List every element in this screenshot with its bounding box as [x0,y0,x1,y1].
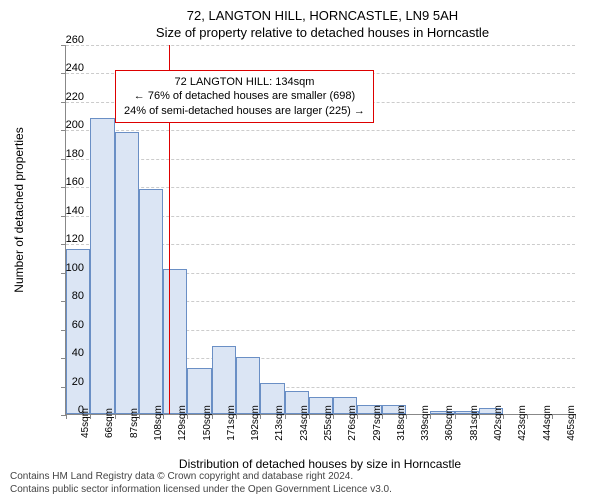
y-tick-label: 200 [66,119,84,131]
x-tick-label: 66sqm [104,408,115,438]
x-tick-label: 423sqm [517,405,528,441]
y-tick-label: 180 [66,148,84,160]
chart-container: 72, LANGTON HILL, HORNCASTLE, LN9 5AH Si… [0,0,600,500]
y-tick-label: 220 [66,91,84,103]
histogram-bar [163,269,187,414]
info-box: 72 LANGTON HILL: 134sqm← 76% of detached… [115,70,374,123]
y-tick-label: 100 [66,262,84,274]
x-tick-label: 234sqm [299,405,310,441]
x-tick-label: 108sqm [153,405,164,441]
y-tick-label: 140 [66,205,84,217]
y-tick-label: 60 [72,319,84,331]
x-tick-label: 444sqm [542,405,553,441]
x-tick-label: 465sqm [566,405,577,441]
y-axis-label: Number of detached properties [12,127,26,292]
x-tick-label: 276sqm [347,405,358,441]
x-tick-label: 87sqm [129,408,140,438]
x-tick-label: 150sqm [202,405,213,441]
x-tick-label: 192sqm [250,405,261,441]
x-tick-label: 402sqm [493,405,504,441]
x-tick-label: 255sqm [323,405,334,441]
chart-subtitle: Size of property relative to detached ho… [55,25,590,40]
grid-line [66,187,575,188]
histogram-bar [212,346,236,414]
x-tick-label: 339sqm [420,405,431,441]
y-tick-label: 260 [66,34,84,46]
histogram-bar [66,249,90,414]
x-tick-label: 381sqm [469,405,480,441]
x-tick-label: 213sqm [274,405,285,441]
x-tick-label: 318sqm [396,405,407,441]
y-tick-label: 120 [66,233,84,245]
y-tick-label: 80 [72,290,84,302]
chart-title: 72, LANGTON HILL, HORNCASTLE, LN9 5AH [55,8,590,23]
histogram-bar [90,118,114,414]
x-axis-label: Distribution of detached houses by size … [65,457,575,471]
footer-line2: Contains public sector information licen… [10,483,392,496]
footer-line1: Contains HM Land Registry data © Crown c… [10,470,392,483]
y-tick-label: 20 [72,376,84,388]
x-tick-label: 171sqm [226,405,237,441]
y-tick-label: 160 [66,176,84,188]
info-box-line: 24% of semi-detached houses are larger (… [124,104,365,118]
y-tick-label: 240 [66,62,84,74]
grid-line [66,45,575,46]
x-tick-label: 360sqm [444,405,455,441]
x-tick-label: 297sqm [372,405,383,441]
x-tick-label: 129sqm [177,405,188,441]
histogram-bar [115,132,139,414]
histogram-bar [139,189,163,414]
plot-area: 45sqm66sqm87sqm108sqm129sqm150sqm171sqm1… [65,45,575,415]
grid-line [66,130,575,131]
grid-line [66,159,575,160]
info-box-line: 72 LANGTON HILL: 134sqm [124,75,365,89]
info-box-line: ← 76% of detached houses are smaller (69… [124,89,365,103]
footer-attribution: Contains HM Land Registry data © Crown c… [10,470,392,496]
x-tick [66,414,67,419]
y-tick-label: 0 [78,404,84,416]
y-tick-label: 40 [72,347,84,359]
